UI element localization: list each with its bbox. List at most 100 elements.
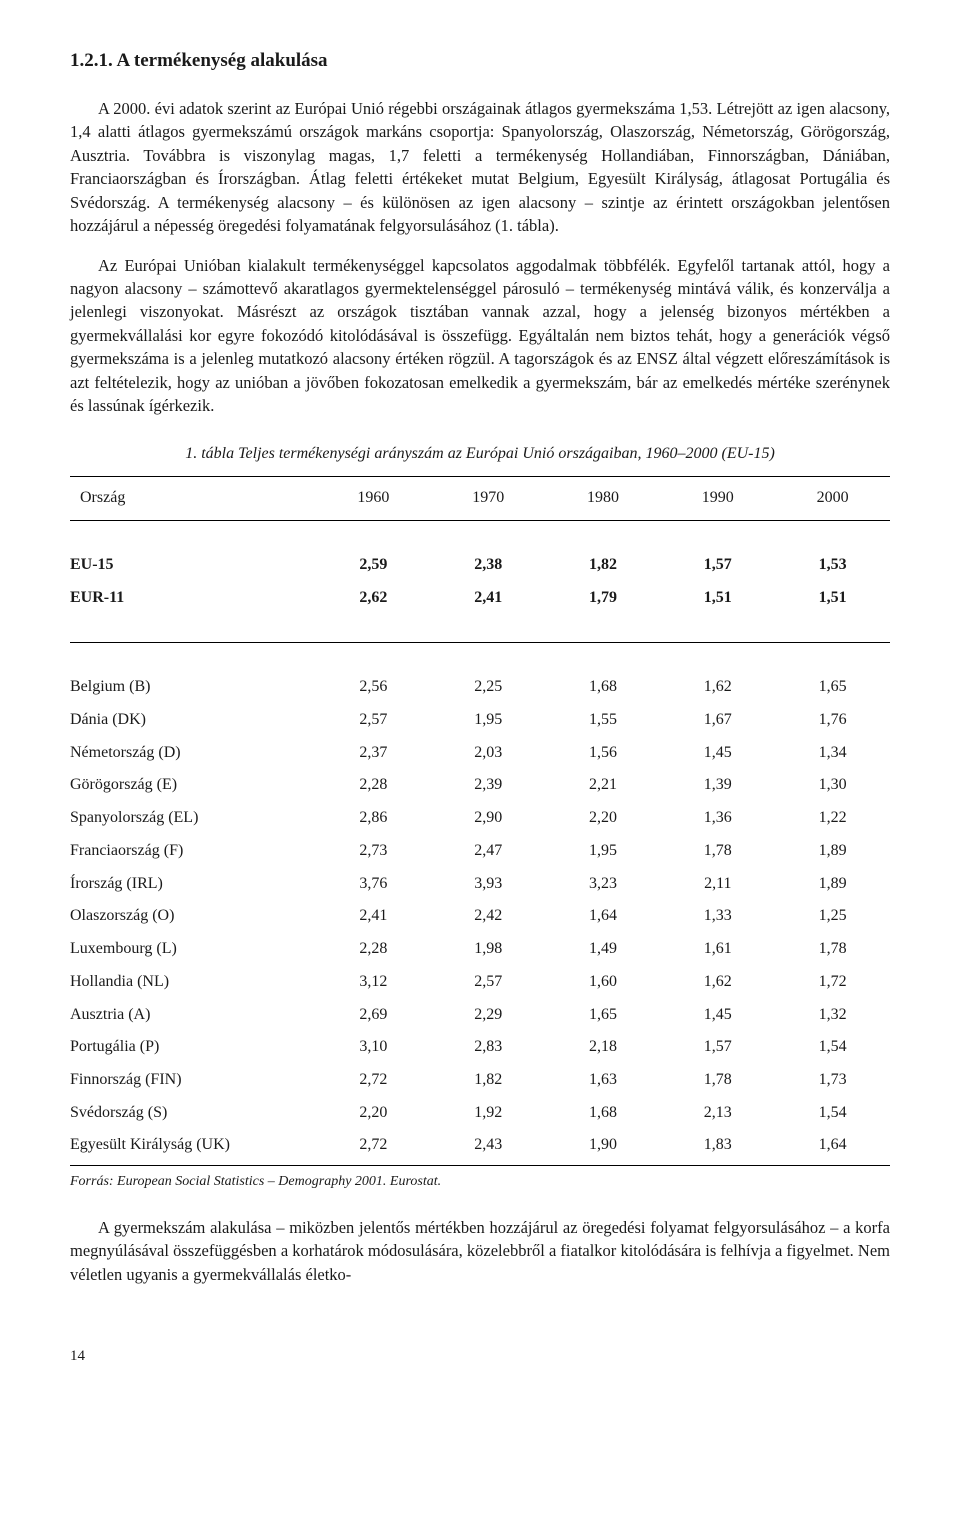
cell: 1,34 [775,737,890,770]
cell: 2,42 [431,900,546,933]
cell: 1,57 [660,1031,775,1064]
cell: 1,95 [431,704,546,737]
cell: 1,60 [546,966,661,999]
cell: 1,32 [775,999,890,1032]
cell: 1,56 [546,737,661,770]
cell: Luxembourg (L) [70,933,316,966]
table-row: Svédország (S)2,201,921,682,131,54 [70,1097,890,1130]
cell: 2,20 [546,802,661,835]
cell: Írország (IRL) [70,868,316,901]
fertility-table: Ország 1960 1970 1980 1990 2000 EU-15 2,… [70,476,890,1166]
table-row: Belgium (B)2,562,251,681,621,65 [70,671,890,704]
table-row: Írország (IRL)3,763,933,232,111,89 [70,868,890,901]
cell: 1,78 [660,835,775,868]
cell: 1,89 [775,868,890,901]
cell: 1,25 [775,900,890,933]
table-row: Spanyolország (EL)2,862,902,201,361,22 [70,802,890,835]
cell: 2,37 [316,737,431,770]
col-1960: 1960 [316,477,431,521]
table-row: Luxembourg (L)2,281,981,491,611,78 [70,933,890,966]
table-row: EUR-11 2,62 2,41 1,79 1,51 1,51 [70,582,890,615]
cell: 2,18 [546,1031,661,1064]
table-source: Forrás: European Social Statistics – Dem… [70,1172,890,1192]
table-row: Portugália (P)3,102,832,181,571,54 [70,1031,890,1064]
cell: 1,30 [775,769,890,802]
cell: 2,41 [316,900,431,933]
cell: 2,59 [316,549,431,582]
cell: 1,54 [775,1031,890,1064]
cell: 1,64 [775,1129,890,1165]
table-row: Finnország (FIN)2,721,821,631,781,73 [70,1064,890,1097]
cell: Ausztria (A) [70,999,316,1032]
cell: 2,28 [316,769,431,802]
cell: 2,43 [431,1129,546,1165]
cell: 2,21 [546,769,661,802]
cell: 1,51 [775,582,890,615]
table-row: Hollandia (NL)3,122,571,601,621,72 [70,966,890,999]
cell: 1,90 [546,1129,661,1165]
section-heading: 1.2.1. A termékenység alakulása [70,48,890,75]
cell: 1,89 [775,835,890,868]
col-1970: 1970 [431,477,546,521]
cell: 1,64 [546,900,661,933]
cell: 1,82 [431,1064,546,1097]
cell: Németország (D) [70,737,316,770]
cell: 1,76 [775,704,890,737]
body-paragraph-3: A gyermekszám alakulása – miközben jelen… [70,1216,890,1286]
cell: 1,54 [775,1097,890,1130]
col-1980: 1980 [546,477,661,521]
cell: 2,29 [431,999,546,1032]
cell: 1,36 [660,802,775,835]
col-2000: 2000 [775,477,890,521]
cell: 3,23 [546,868,661,901]
cell: EU-15 [70,549,316,582]
cell: 1,78 [660,1064,775,1097]
body-paragraph-1: A 2000. évi adatok szerint az Európai Un… [70,97,890,238]
cell: 1,79 [546,582,661,615]
cell: 2,20 [316,1097,431,1130]
cell: 2,11 [660,868,775,901]
cell: Franciaország (F) [70,835,316,868]
cell: 2,41 [431,582,546,615]
cell: 1,55 [546,704,661,737]
table-row: Franciaország (F)2,732,471,951,781,89 [70,835,890,868]
cell: 2,86 [316,802,431,835]
table-row: Egyesült Királyság (UK)2,722,431,901,831… [70,1129,890,1165]
cell: 1,63 [546,1064,661,1097]
cell: 1,61 [660,933,775,966]
cell: 2,72 [316,1129,431,1165]
cell: Olaszország (O) [70,900,316,933]
cell: 2,25 [431,671,546,704]
cell: EUR-11 [70,582,316,615]
cell: 1,49 [546,933,661,966]
cell: 2,83 [431,1031,546,1064]
cell: 1,98 [431,933,546,966]
cell: 2,57 [431,966,546,999]
cell: Egyesült Királyság (UK) [70,1129,316,1165]
cell: 1,33 [660,900,775,933]
cell: 1,67 [660,704,775,737]
cell: 1,92 [431,1097,546,1130]
cell: 3,12 [316,966,431,999]
cell: 1,95 [546,835,661,868]
cell: Görögország (E) [70,769,316,802]
cell: 1,72 [775,966,890,999]
cell: 1,65 [775,671,890,704]
table-caption: 1. tábla Teljes termékenységi arányszám … [70,443,890,466]
table-row: Dánia (DK)2,571,951,551,671,76 [70,704,890,737]
cell: Dánia (DK) [70,704,316,737]
cell: 1,73 [775,1064,890,1097]
cell: 1,83 [660,1129,775,1165]
table-row: Görögország (E)2,282,392,211,391,30 [70,769,890,802]
cell: 1,39 [660,769,775,802]
cell: 2,39 [431,769,546,802]
cell: 3,10 [316,1031,431,1064]
cell: 1,82 [546,549,661,582]
body-paragraph-2: Az Európai Unióban kialakult termékenysé… [70,254,890,418]
cell: 1,51 [660,582,775,615]
cell: 2,90 [431,802,546,835]
cell: Portugália (P) [70,1031,316,1064]
cell: 1,65 [546,999,661,1032]
cell: 2,47 [431,835,546,868]
cell: 2,57 [316,704,431,737]
